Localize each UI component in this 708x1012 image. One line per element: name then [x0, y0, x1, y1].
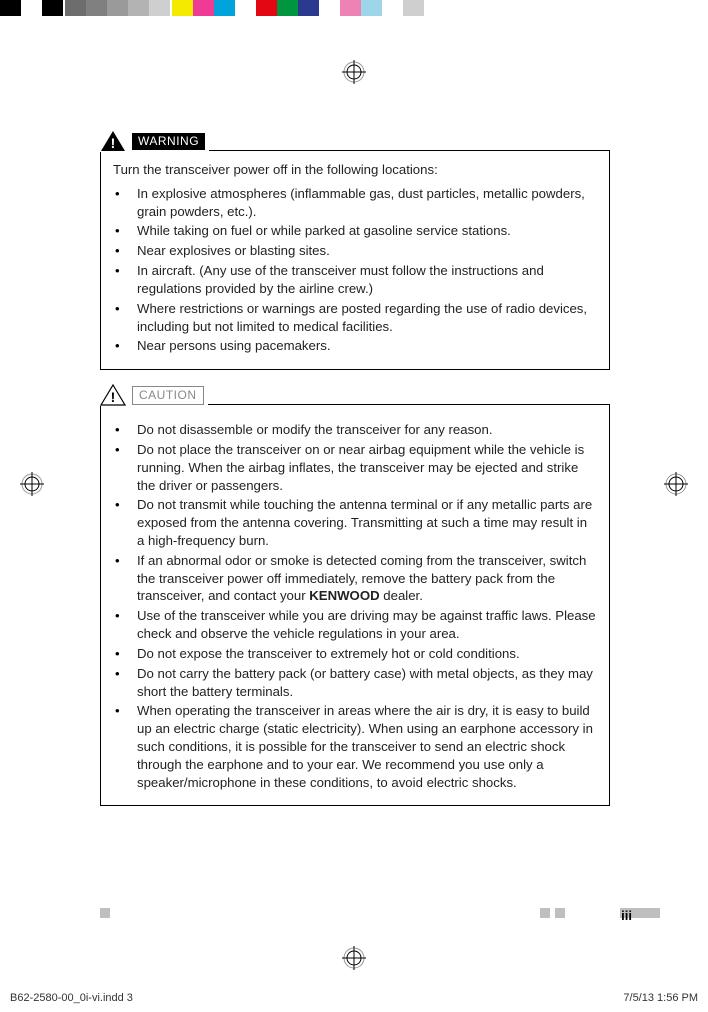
page-content: ! WARNING Turn the transceiver power off…	[100, 130, 610, 806]
print-footer: B62-2580-00_0i-vi.indd 3 7/5/13 1:56 PM	[10, 992, 698, 1004]
color-swatch	[340, 0, 361, 16]
page-number: iii	[621, 908, 632, 923]
color-swatch	[382, 0, 403, 16]
list-item: Do not transmit while touching the anten…	[113, 496, 597, 549]
color-swatch	[0, 0, 21, 16]
color-swatch	[256, 0, 277, 16]
registration-mark-icon	[20, 472, 44, 496]
list-item: Do not expose the transceiver to extreme…	[113, 645, 597, 663]
warning-list: In explosive atmospheres (inflammable ga…	[113, 185, 597, 355]
color-swatch	[86, 0, 107, 16]
color-swatch	[214, 0, 235, 16]
list-item: In explosive atmospheres (inflammable ga…	[113, 185, 597, 221]
caution-list: Do not disassemble or modify the transce…	[113, 421, 597, 791]
list-item: If an abnormal odor or smoke is detected…	[113, 552, 597, 605]
svg-text:!: !	[111, 389, 116, 405]
caution-triangle-icon: !	[100, 384, 126, 406]
color-swatch	[128, 0, 149, 16]
list-item: In aircraft. (Any use of the transceiver…	[113, 262, 597, 298]
svg-text:!: !	[111, 135, 116, 151]
color-swatch	[107, 0, 128, 16]
warning-header: ! WARNING	[100, 130, 209, 152]
list-item: Use of the transceiver while you are dri…	[113, 607, 597, 643]
color-swatch	[149, 0, 170, 16]
color-calibration-bar	[0, 0, 424, 16]
color-swatch	[298, 0, 319, 16]
caution-header: ! CAUTION	[100, 384, 208, 406]
warning-intro: Turn the transceiver power off in the fo…	[113, 161, 597, 179]
warning-label: WARNING	[132, 133, 205, 150]
list-item: When operating the transceiver in areas …	[113, 702, 597, 791]
color-swatch	[65, 0, 86, 16]
list-item: Near persons using pacemakers.	[113, 337, 597, 355]
color-swatch	[277, 0, 298, 16]
registration-mark-icon	[342, 946, 366, 970]
warning-box: Turn the transceiver power off in the fo…	[100, 150, 610, 370]
color-swatch	[361, 0, 382, 16]
caution-label: CAUTION	[132, 386, 204, 405]
color-swatch	[42, 0, 63, 16]
color-swatch	[319, 0, 340, 16]
list-item: Do not carry the battery pack (or batter…	[113, 665, 597, 701]
list-item: Do not place the transceiver on or near …	[113, 441, 597, 494]
registration-mark-icon	[342, 60, 366, 84]
page-marks	[0, 908, 708, 918]
warning-triangle-icon: !	[100, 130, 126, 152]
color-swatch	[235, 0, 256, 16]
color-swatch	[403, 0, 424, 16]
color-swatch	[172, 0, 193, 16]
caution-box: Do not disassemble or modify the transce…	[100, 404, 610, 806]
footer-file: B62-2580-00_0i-vi.indd 3	[10, 992, 133, 1004]
registration-mark-icon	[664, 472, 688, 496]
list-item: Where restrictions or warnings are poste…	[113, 300, 597, 336]
color-swatch	[21, 0, 42, 16]
footer-timestamp: 7/5/13 1:56 PM	[623, 992, 698, 1004]
list-item: While taking on fuel or while parked at …	[113, 222, 597, 240]
list-item: Do not disassemble or modify the transce…	[113, 421, 597, 439]
list-item: Near explosives or blasting sites.	[113, 242, 597, 260]
color-swatch	[193, 0, 214, 16]
